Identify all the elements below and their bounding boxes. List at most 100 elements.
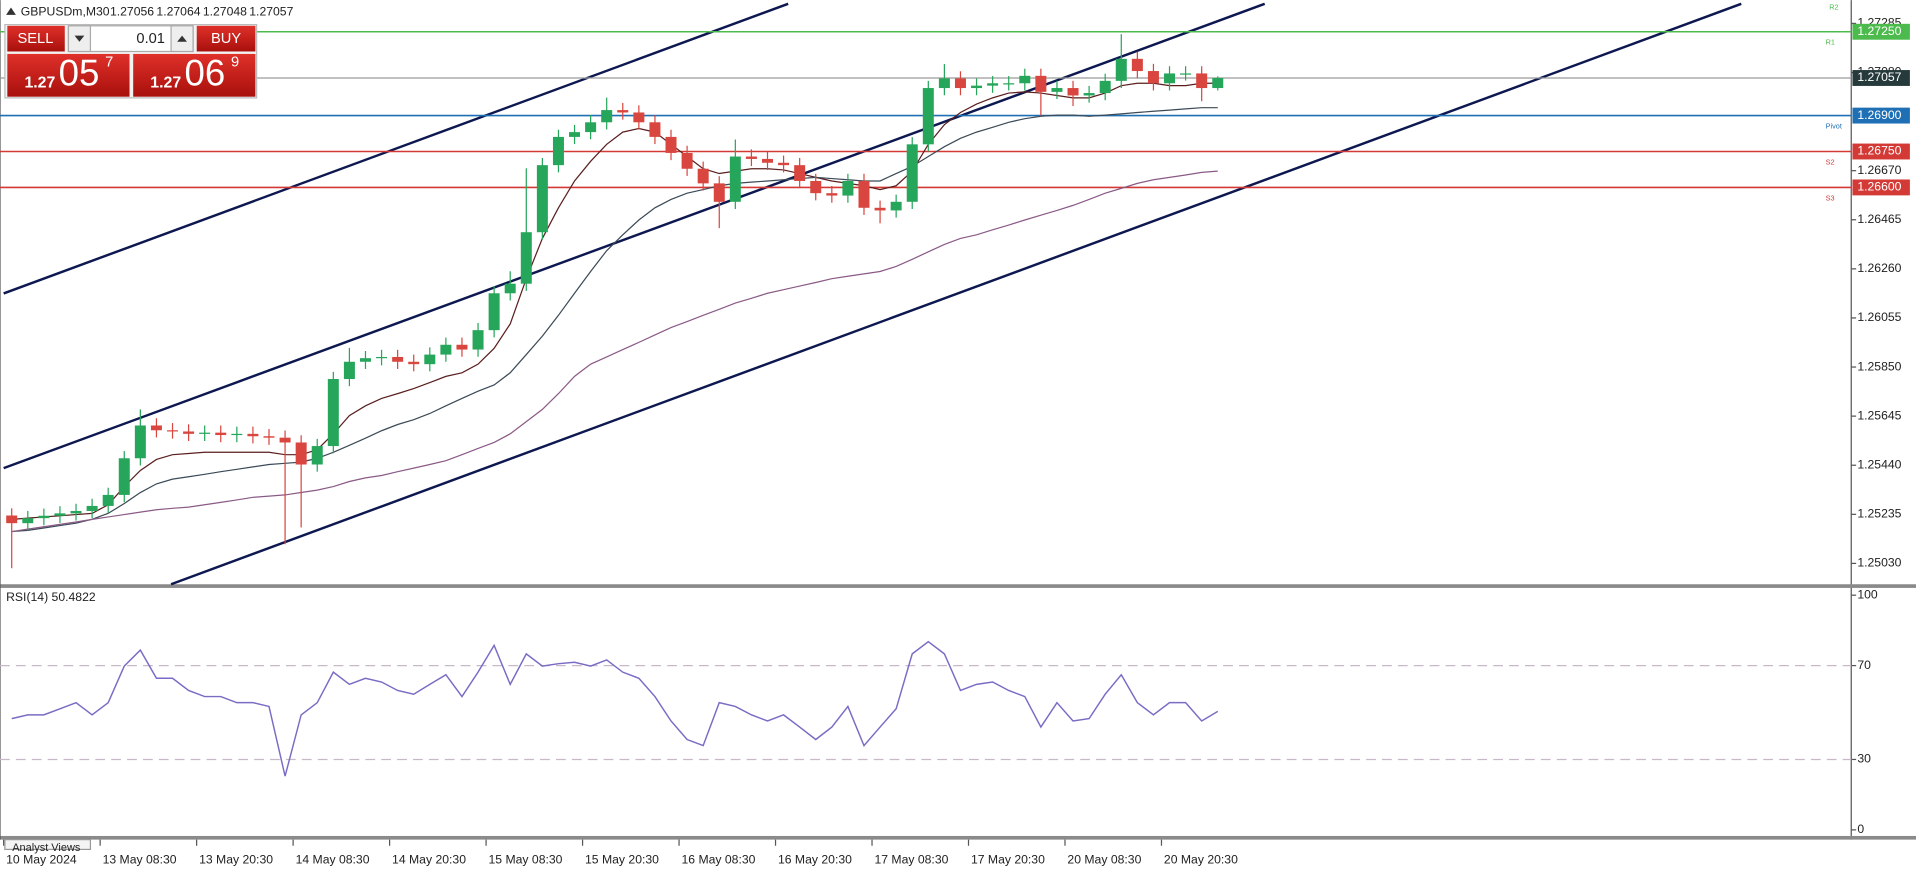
level-label-box [1852, 107, 1910, 124]
candle-body [681, 152, 693, 169]
x-tick-label: 17 May 08:30 [874, 853, 948, 867]
candle-body [794, 165, 806, 181]
buy-price-point: 9 [231, 54, 239, 70]
analyst-tab[interactable] [4, 839, 92, 851]
x-tick-label: 16 May 08:30 [681, 853, 755, 867]
candle-body [376, 356, 388, 359]
candle-body [1164, 73, 1176, 84]
lot-down-icon [74, 35, 85, 42]
moving-average [11, 82, 1218, 520]
y-tick-label: 1.25645 [1857, 408, 1901, 422]
candle-body [1131, 58, 1143, 72]
candle-body [954, 78, 966, 89]
lot-value[interactable]: 0.01 [136, 31, 165, 47]
buy-button[interactable] [196, 25, 256, 52]
level-label: 1.26600 [1857, 180, 1901, 194]
buy-label[interactable]: BUY [211, 31, 241, 47]
candle-body [504, 283, 516, 294]
sell-label[interactable]: SELL [18, 31, 54, 47]
candle-body [279, 437, 291, 443]
y-tick-label: 1.26260 [1857, 261, 1901, 275]
ohlc-high: 1.27064 [156, 5, 200, 19]
x-tick-label: 20 May 20:30 [1164, 853, 1238, 867]
y-tick-label: 1.26055 [1857, 310, 1901, 324]
candle-body [295, 442, 307, 465]
level-label: 1.27250 [1857, 24, 1901, 38]
candle-body [842, 180, 854, 196]
candle-body [134, 425, 146, 459]
level-name: Pivot [1826, 122, 1842, 131]
sell-button[interactable] [7, 25, 65, 52]
y-tick-label: 70 [1857, 658, 1871, 672]
x-tick-label: 17 May 20:30 [971, 853, 1045, 867]
current-price-box [1852, 70, 1910, 86]
candle-body [1083, 93, 1095, 96]
panel-separator [0, 835, 1916, 840]
level-name: R1 [1826, 38, 1835, 47]
candle-body [392, 356, 404, 362]
x-tick-label: 15 May 08:30 [489, 853, 563, 867]
collapse-icon[interactable] [6, 7, 16, 15]
candle-body [1067, 88, 1079, 96]
candle-body [665, 136, 677, 153]
candle-body [569, 132, 581, 137]
x-tick-label: 14 May 20:30 [392, 853, 466, 867]
candle-body [649, 122, 661, 137]
x-tick-label: 13 May 20:30 [199, 853, 273, 867]
candle-body [38, 515, 50, 519]
level-label-box [1852, 143, 1910, 160]
candle-body [70, 510, 82, 514]
ohlc-close: 1.27057 [249, 5, 293, 19]
candle-body [6, 515, 18, 524]
y-tick-label: 1.26465 [1857, 212, 1901, 226]
symbol: GBPUSDm,M30 [21, 5, 110, 19]
candle-body [247, 433, 259, 437]
candle-body [729, 156, 741, 202]
level-label: 1.26900 [1857, 108, 1901, 122]
candle-body [327, 379, 339, 447]
panel-separator [0, 584, 1916, 588]
candle-body [472, 330, 484, 350]
y-tick-label: 0 [1857, 822, 1864, 836]
level-name: S3 [1826, 193, 1835, 202]
level-label-box [1852, 23, 1910, 40]
candle-body [488, 293, 500, 331]
candle-body [102, 494, 114, 506]
moving-average [11, 170, 1218, 533]
candle-body [697, 168, 709, 184]
level-label: 1.26750 [1857, 144, 1901, 158]
analyst-tab-label[interactable]: Analyst Views [12, 842, 81, 854]
moving-average [11, 107, 1218, 533]
candle-body [1019, 75, 1031, 84]
rsi-title: RSI(14) 50.4822 [6, 590, 96, 604]
sell-price-box[interactable] [7, 53, 130, 97]
candle-body [199, 432, 211, 434]
candle-body [810, 180, 822, 194]
level-label-box [1852, 179, 1910, 196]
candle-body [1035, 75, 1047, 92]
candle-body [906, 144, 918, 202]
candle-body [778, 162, 790, 166]
candle-body [359, 358, 371, 362]
candle-body [1212, 77, 1224, 89]
y-tick-label: 30 [1857, 752, 1871, 766]
candle-body [167, 430, 179, 432]
sell-price-pips: 05 [59, 53, 100, 94]
candle-body [424, 354, 436, 365]
candle-body [311, 446, 323, 465]
candle-body [150, 425, 162, 431]
candle-body [762, 158, 773, 163]
trend-line [3, 2, 789, 295]
candle-body [1099, 80, 1111, 94]
buy-price-box[interactable] [133, 53, 256, 97]
trend-line [170, 2, 1742, 586]
x-tick-label: 15 May 20:30 [585, 853, 659, 867]
lot-up-icon [177, 35, 187, 42]
candle-body [86, 505, 98, 511]
candle-body [456, 344, 468, 350]
candle-body [1115, 58, 1127, 81]
